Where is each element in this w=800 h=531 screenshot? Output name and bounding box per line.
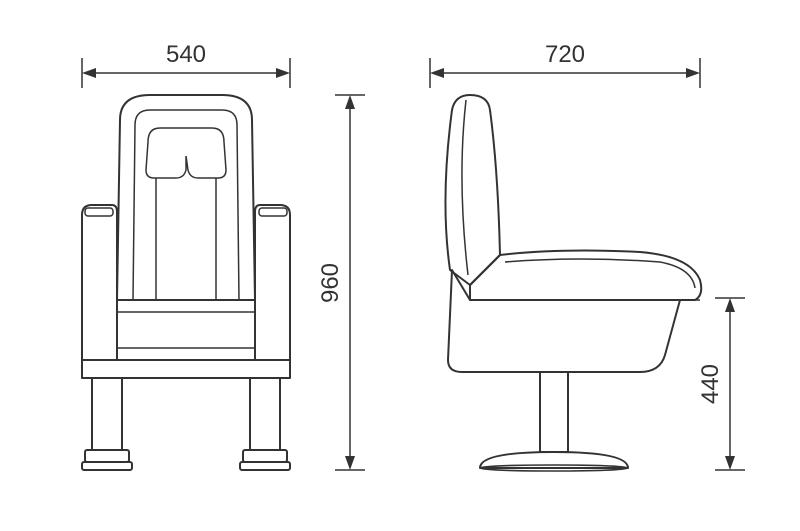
seat-height-label: 440 (697, 364, 724, 404)
height-dimension: 960 (317, 95, 365, 470)
depth-label: 720 (545, 41, 585, 68)
width-dimension: 540 (82, 41, 290, 88)
depth-dimension: 720 (430, 41, 700, 88)
height-label: 960 (317, 263, 344, 303)
width-label: 540 (166, 41, 206, 68)
seat-height-dimension: 440 (697, 298, 745, 470)
front-view: 540 960 (82, 41, 365, 470)
chair-front (82, 95, 290, 470)
side-view: 720 440 (430, 41, 745, 471)
chair-side (445, 95, 701, 471)
chair-dimension-drawing: 540 960 (0, 0, 800, 531)
